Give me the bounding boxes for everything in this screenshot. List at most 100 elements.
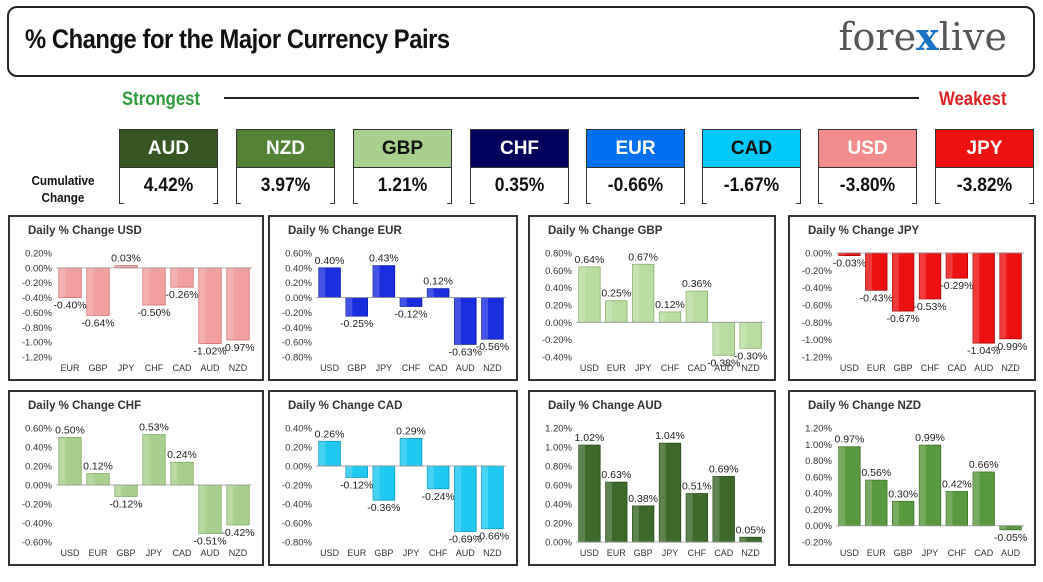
bar-highlight [86,267,94,316]
bar-chart: Daily % Change JPY 0.00% -0.20% -0.40% -0.60… [802,225,1027,373]
y-tick-label: 1.20% [805,424,832,435]
x-tick-label: EUR [347,548,367,558]
page-title: % Change for the Major Currency Pairs [25,24,450,54]
y-tick-label: 1.00% [805,440,832,451]
chart-title: Daily % Change AUD [548,400,662,412]
bar-highlight [919,253,926,299]
y-tick-label: -0.20% [802,266,833,277]
y-tick-label: 0.20% [545,301,572,312]
bar-highlight [198,267,206,344]
y-tick-label: 0.20% [285,443,312,454]
y-tick-label: 0.80% [805,456,832,467]
data-label: -0.12% [394,308,427,320]
y-tick-label: -0.80% [282,538,313,549]
bar-highlight [198,485,206,534]
currency-box-eur: EUR -0.66% [586,129,685,204]
y-tick-label: -0.60% [282,519,313,530]
bar-chart: Daily % Change CAD 0.40% 0.20% 0.00% -0.20% -… [282,400,509,558]
y-tick-label: 0.40% [805,489,832,500]
data-label: 0.50% [55,425,85,437]
x-tick-label: AUD [456,363,476,373]
y-tick-label: -0.40% [22,519,53,530]
x-tick-label: EUR [607,363,627,373]
bar-highlight [712,322,720,356]
bar-highlight [712,476,720,542]
x-tick-label: CHF [429,548,448,558]
data-label: 0.29% [396,425,426,437]
data-label: 0.43% [369,253,399,265]
bar-highlight [892,501,899,526]
currency-box-chf: CHF 0.35% [470,129,569,204]
data-label: -0.26% [165,289,198,301]
y-tick-label: -1.00% [22,338,53,349]
x-tick-label: CAD [172,548,192,558]
x-tick-label: AUD [456,548,476,558]
data-label: -0.43% [860,292,893,304]
y-tick-label: -0.60% [22,308,53,319]
currency-box-cad: CAD -1.67% [702,129,801,204]
bar-highlight [946,491,953,526]
y-tick-label: -0.40% [282,500,313,511]
bar-highlight [892,253,899,312]
x-tick-label: AUD [974,363,994,373]
chart-panel: Daily % Change AUD 1.20% 1.00% 0.80% 0.60% 0.… [528,390,776,566]
chart-panel: Daily % Change CHF 0.60% 0.40% 0.20% 0.00% -0… [8,390,264,566]
data-label: -0.29% [940,280,973,292]
x-tick-label: USD [320,363,340,373]
x-tick-label: CHF [145,363,164,373]
data-label: -0.12% [109,498,142,510]
x-tick-label: USD [580,363,600,373]
y-tick-label: -0.20% [802,538,833,549]
data-label: 0.25% [601,288,631,300]
bar-chart: Daily % Change GBP 0.80% 0.60% 0.40% 0.20% 0.… [542,225,767,373]
y-tick-label: 0.20% [25,249,52,260]
x-tick-label: EUR [60,363,80,373]
bar-highlight [373,466,380,501]
y-tick-label: 0.40% [285,424,312,435]
data-label: -0.53% [913,301,946,313]
bar-highlight [318,267,326,298]
y-tick-label: -0.40% [542,353,573,364]
bar-highlight [972,253,980,344]
currency-cumulative-value: -3.80% [822,168,913,204]
chart-title: Daily % Change CHF [28,400,141,412]
bar-highlight [142,267,150,305]
x-tick-label: CHF [948,548,967,558]
chart-panel: Daily % Change CAD 0.40% 0.20% 0.00% -0.20% -… [268,390,518,566]
bar-highlight [838,253,846,256]
data-label: 0.12% [423,276,453,288]
data-label: -0.12% [340,479,373,491]
chart-panel: Daily % Change EUR 0.60% 0.40% 0.20% 0.00% -0… [268,215,518,381]
chart-title: Daily % Change GBP [548,225,663,237]
x-tick-label: CHF [661,363,680,373]
x-tick-label: JPY [146,548,163,558]
data-label: -0.42% [221,527,254,539]
data-label: -0.99% [994,341,1027,353]
bar-chart: Daily % Change CHF 0.60% 0.40% 0.20% 0.00% -0… [22,400,255,558]
bar-highlight [454,297,461,345]
y-tick-label: 0.20% [285,278,312,289]
y-tick-label: 0.00% [25,263,52,274]
bar-highlight [114,485,122,497]
chart-title: Daily % Change CAD [288,400,402,412]
x-tick-label: AUD [200,363,220,373]
x-tick-label: CAD [714,548,734,558]
data-label: 0.56% [861,467,891,479]
currency-name: AUD [120,130,217,168]
logo-text-x: x [916,14,939,59]
x-tick-label: EUR [607,548,627,558]
y-tick-label: 0.40% [25,443,52,454]
y-tick-label: -0.40% [282,323,313,334]
bar-highlight [142,434,150,485]
bar-highlight [999,253,1007,339]
data-label: 0.97% [835,434,865,446]
cumulative-change-label: Cumulative Change [31,173,95,205]
y-tick-label: -0.20% [282,308,313,319]
data-label: 0.12% [83,461,113,473]
data-label: -0.64% [81,317,114,329]
data-label: 0.66% [969,459,999,471]
bar-highlight [659,443,666,542]
x-tick-label: EUR [867,548,887,558]
data-label: 0.99% [915,432,945,444]
currency-box-gbp: GBP 1.21% [353,129,452,204]
